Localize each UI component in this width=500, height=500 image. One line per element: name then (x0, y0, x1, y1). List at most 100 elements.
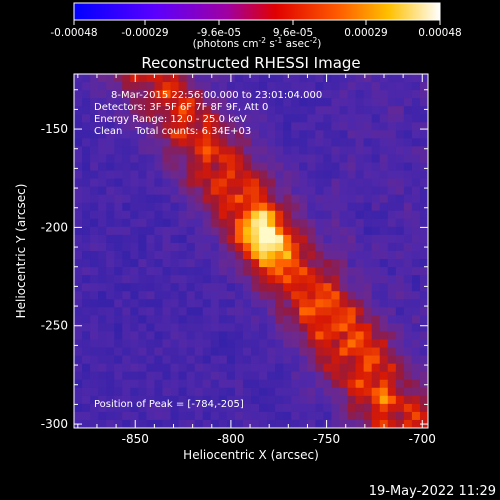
heatmap-cell (315, 226, 325, 236)
heatmap-cell (194, 218, 204, 228)
heatmap-cell (251, 162, 260, 172)
heatmap-cell (251, 275, 260, 284)
heatmap-cell (170, 395, 180, 405)
heatmap-cell (307, 130, 316, 139)
heatmap-cell (339, 395, 349, 405)
heatmap-cell (419, 178, 428, 188)
heatmap-cell (283, 411, 292, 421)
heatmap-cell (122, 363, 131, 373)
heatmap-cell (307, 170, 316, 180)
heatmap-cell (106, 90, 115, 99)
heatmap-cell (106, 387, 115, 397)
heatmap-cell (355, 395, 365, 405)
heatmap-cell (122, 371, 131, 381)
heatmap-cell (259, 98, 268, 107)
heatmap-cell (194, 307, 204, 316)
heatmap-cell (210, 82, 220, 91)
heatmap-cell (194, 379, 204, 389)
heatmap-cell (259, 283, 268, 292)
heatmap-cell (275, 323, 284, 333)
heatmap-cell (114, 291, 123, 300)
heatmap-cell (82, 234, 91, 244)
heatmap-cell (74, 251, 83, 260)
heatmap-cell (106, 202, 115, 212)
heatmap-cell (154, 218, 164, 228)
heatmap-cell (106, 226, 115, 236)
heatmap-cell (323, 251, 333, 260)
heatmap-cell (379, 202, 389, 212)
heatmap-cell (339, 242, 349, 252)
heatmap-cell (411, 299, 421, 308)
heatmap-cell (331, 283, 341, 292)
heatmap-cell (251, 146, 260, 156)
heatmap-cell (251, 307, 260, 316)
heatmap-cell (170, 138, 180, 148)
heatmap-cell (411, 146, 421, 156)
heatmap-cell (291, 371, 300, 381)
heatmap-cell (226, 411, 236, 421)
heatmap-cell (347, 315, 357, 325)
heatmap-cell (291, 355, 300, 365)
heatmap-cell (170, 299, 180, 308)
heatmap-cell (363, 186, 373, 196)
heatmap-cell (202, 234, 212, 244)
heatmap-cell (114, 355, 123, 365)
heatmap-cell (251, 267, 260, 276)
heatmap-cell (226, 122, 236, 131)
heatmap-cell (371, 162, 381, 172)
heatmap-cell (138, 202, 148, 212)
heatmap-cell (210, 267, 220, 276)
heatmap-cell (114, 90, 123, 99)
heatmap-cell (331, 347, 341, 357)
heatmap-cell (251, 74, 260, 83)
heatmap-cell (267, 259, 276, 268)
heatmap-cell (291, 315, 300, 325)
heatmap-cell (307, 371, 316, 381)
heatmap-cell (395, 299, 405, 308)
heatmap-cell (186, 411, 196, 421)
heatmap-cell (259, 154, 268, 164)
heatmap-cell (275, 82, 284, 91)
heatmap-cell (122, 162, 131, 172)
heatmap-cell (331, 90, 341, 99)
heatmap-cell (218, 387, 228, 397)
heatmap-cell (186, 379, 196, 389)
heatmap-cell (371, 218, 381, 228)
heatmap-cell (291, 331, 300, 341)
heatmap-cell (395, 218, 405, 228)
heatmap-cell (315, 347, 325, 357)
heatmap-cell (331, 106, 341, 115)
heatmap-cell (419, 387, 428, 397)
heatmap-cell (234, 339, 244, 349)
heatmap-cell (178, 242, 188, 252)
heatmap-cell (226, 106, 236, 115)
heatmap-cell (210, 299, 220, 308)
heatmap-cell (387, 130, 397, 139)
heatmap-cell (275, 403, 284, 413)
heatmap-cell (275, 138, 284, 148)
heatmap-cell (178, 387, 188, 397)
heatmap-cell (218, 98, 228, 107)
heatmap-cell (226, 259, 236, 268)
heatmap-cell (371, 299, 381, 308)
heatmap-cell (98, 226, 107, 236)
heatmap-cell (411, 387, 421, 397)
heatmap-cell (98, 74, 107, 83)
heatmap-cell (371, 395, 381, 405)
heatmap-cell (379, 363, 389, 373)
heatmap-cell (162, 379, 172, 389)
heatmap-cell (323, 395, 333, 405)
heatmap-cell (331, 259, 341, 268)
heatmap-cell (242, 363, 252, 373)
heatmap-cell (299, 283, 308, 292)
heatmap-cell (170, 234, 180, 244)
heatmap-cell (299, 275, 308, 284)
heatmap-cell (98, 162, 107, 172)
heatmap-cell (74, 162, 83, 172)
heatmap-cell (162, 82, 172, 91)
heatmap-cell (218, 90, 228, 99)
heatmap-cell (395, 186, 405, 196)
heatmap-cell (210, 210, 220, 220)
heatmap-cell (387, 395, 397, 405)
heatmap-cell (106, 122, 115, 131)
